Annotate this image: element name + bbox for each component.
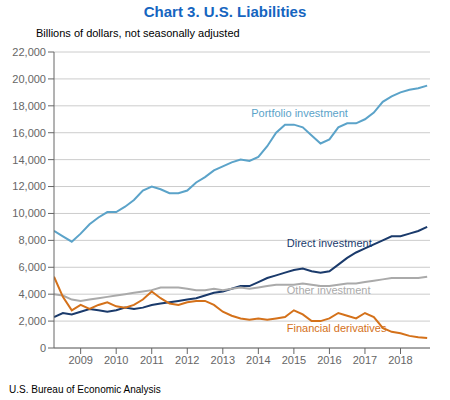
html-text:U.S. Bureau of Economic Analys: U.S. Bureau of Economic Analysis — [9, 384, 161, 395]
svg-text:10,000: 10,000 — [12, 207, 46, 219]
svg-text:12,000: 12,000 — [12, 180, 46, 192]
svg-text:16,000: 16,000 — [12, 127, 46, 139]
html-text:Chart 3. U.S. Liabilities: Chart 3. U.S. Liabilities — [143, 3, 307, 20]
svg-text:2018: 2018 — [388, 354, 412, 366]
svg-text:4,000: 4,000 — [18, 288, 46, 300]
svg-text:8,000: 8,000 — [18, 234, 46, 246]
svg-text:6,000: 6,000 — [18, 261, 46, 273]
svg-text:2010: 2010 — [104, 354, 128, 366]
svg-text:2014: 2014 — [246, 354, 270, 366]
svg-text:20,000: 20,000 — [12, 73, 46, 85]
svg-text:Direct investment: Direct investment — [287, 237, 372, 249]
svg-text:2015: 2015 — [282, 354, 306, 366]
svg-text:Financial derivatives: Financial derivatives — [287, 322, 387, 334]
svg-text:2017: 2017 — [353, 354, 377, 366]
svg-text:14,000: 14,000 — [12, 154, 46, 166]
svg-text:18,000: 18,000 — [12, 100, 46, 112]
svg-text:2016: 2016 — [317, 354, 341, 366]
svg-text:2009: 2009 — [68, 354, 92, 366]
svg-text:2,000: 2,000 — [18, 315, 46, 327]
svg-text:0: 0 — [40, 342, 46, 354]
svg-text:2011: 2011 — [140, 354, 164, 366]
html-text:Billions of dollars, not seaso: Billions of dollars, not seasonally adju… — [36, 27, 240, 39]
svg-text:Other investment: Other investment — [287, 284, 371, 296]
svg-text:22,000: 22,000 — [12, 46, 46, 58]
svg-text:2012: 2012 — [175, 354, 199, 366]
svg-text:2013: 2013 — [211, 354, 235, 366]
svg-text:Portfolio investment: Portfolio investment — [251, 107, 348, 119]
